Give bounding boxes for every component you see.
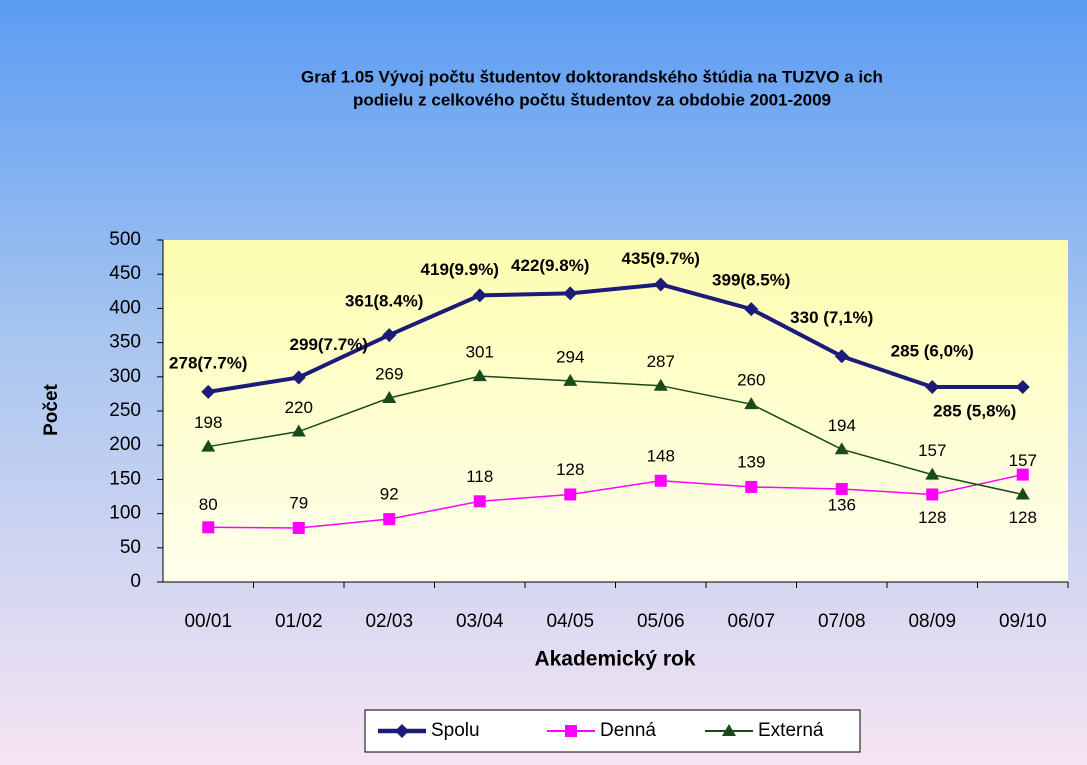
x-tick-label: 07/08 xyxy=(818,611,866,632)
y-tick-label: 200 xyxy=(109,434,141,455)
series-line xyxy=(207,282,1023,394)
y-tick-label: 100 xyxy=(109,503,141,524)
data-label: 299(7.7%) xyxy=(290,335,368,354)
y-tick-label: 400 xyxy=(109,297,141,318)
point xyxy=(201,384,216,399)
point xyxy=(383,513,396,526)
point xyxy=(834,442,849,455)
legend-marker xyxy=(722,724,736,736)
x-tick-label: 09/10 xyxy=(999,611,1047,632)
point xyxy=(653,378,668,391)
data-label: 198 xyxy=(194,413,222,432)
point xyxy=(653,277,668,292)
data-label: 118 xyxy=(466,467,493,486)
point xyxy=(925,467,940,480)
legend-marker xyxy=(395,724,409,738)
x-tick-label: 06/07 xyxy=(727,611,775,632)
y-tick-label: 250 xyxy=(109,400,141,421)
legend xyxy=(364,709,861,753)
y-axis-title: Počet xyxy=(41,383,62,435)
point xyxy=(563,286,578,301)
point xyxy=(834,349,849,364)
point xyxy=(382,328,397,343)
data-label: 269 xyxy=(375,364,403,383)
data-label: 278(7.7%) xyxy=(169,353,247,372)
point xyxy=(1016,468,1029,481)
point xyxy=(472,369,487,382)
chart-title: podielu z celkového počtu študentov za o… xyxy=(353,90,831,109)
legend-label: Denná xyxy=(600,720,656,741)
data-label: 419(9.9%) xyxy=(421,260,499,279)
y-tick-label: 0 xyxy=(130,571,141,592)
data-label: 128 xyxy=(918,508,946,527)
y-tick-label: 50 xyxy=(120,537,141,558)
legend-label: Externá xyxy=(758,720,824,741)
data-label: 285 (5,8%) xyxy=(933,402,1016,421)
y-tick-label: 500 xyxy=(109,229,141,250)
point xyxy=(926,488,939,501)
point xyxy=(202,521,215,534)
point xyxy=(744,302,759,317)
data-label: 422(9.8%) xyxy=(511,256,589,275)
x-tick-label: 03/04 xyxy=(456,611,504,632)
y-tick-label: 450 xyxy=(109,263,141,284)
point xyxy=(835,482,848,495)
data-label: 330 (7,1%) xyxy=(790,308,873,327)
y-tick-label: 350 xyxy=(109,332,141,353)
series-line xyxy=(208,375,1023,496)
data-label: 301 xyxy=(466,343,494,362)
x-tick-label: 02/03 xyxy=(365,611,413,632)
point xyxy=(292,521,305,534)
plot-area xyxy=(163,240,1068,582)
point xyxy=(564,488,577,501)
x-tick-label: 08/09 xyxy=(908,611,956,632)
point xyxy=(1015,487,1030,500)
y-tick-label: 300 xyxy=(109,366,141,387)
point xyxy=(1015,380,1030,395)
point xyxy=(473,495,486,508)
data-label: 157 xyxy=(1009,451,1037,470)
x-tick-label: 04/05 xyxy=(546,611,594,632)
point xyxy=(745,480,758,493)
data-label: 80 xyxy=(199,495,218,514)
legend-label: Spolu xyxy=(431,720,480,741)
data-label: 361(8.4%) xyxy=(345,292,423,311)
data-label: 287 xyxy=(647,352,675,371)
data-label: 79 xyxy=(289,493,308,512)
point xyxy=(654,474,667,487)
data-label: 435(9.7%) xyxy=(622,249,700,268)
data-label: 399(8.5%) xyxy=(712,271,790,290)
data-label: 148 xyxy=(647,446,675,465)
series-line xyxy=(208,473,1023,529)
data-label: 294 xyxy=(556,347,584,366)
legend-marker xyxy=(565,725,577,737)
point xyxy=(291,370,306,385)
y-tick-label: 150 xyxy=(109,468,141,489)
data-label: 92 xyxy=(380,485,399,504)
data-label: 139 xyxy=(737,452,765,471)
data-label: 128 xyxy=(1009,508,1037,527)
data-label: 157 xyxy=(918,441,946,460)
point xyxy=(744,397,759,410)
data-label: 285 (6,0%) xyxy=(891,342,974,361)
data-label: 136 xyxy=(828,495,856,514)
data-label: 220 xyxy=(285,398,313,417)
x-axis-title: Akademický rok xyxy=(534,648,695,671)
x-tick-label: 01/02 xyxy=(275,611,323,632)
data-label: 128 xyxy=(556,460,584,479)
data-label: 194 xyxy=(828,416,856,435)
point xyxy=(201,439,216,452)
point xyxy=(472,288,487,303)
point xyxy=(291,424,306,437)
x-tick-label: 05/06 xyxy=(637,611,685,632)
point xyxy=(925,380,940,395)
x-tick-label: 00/01 xyxy=(184,611,232,632)
chart-title: Graf 1.05 Vývoj počtu študentov doktoran… xyxy=(301,67,883,86)
point xyxy=(382,391,397,404)
point xyxy=(563,373,578,386)
data-label: 260 xyxy=(737,371,765,390)
